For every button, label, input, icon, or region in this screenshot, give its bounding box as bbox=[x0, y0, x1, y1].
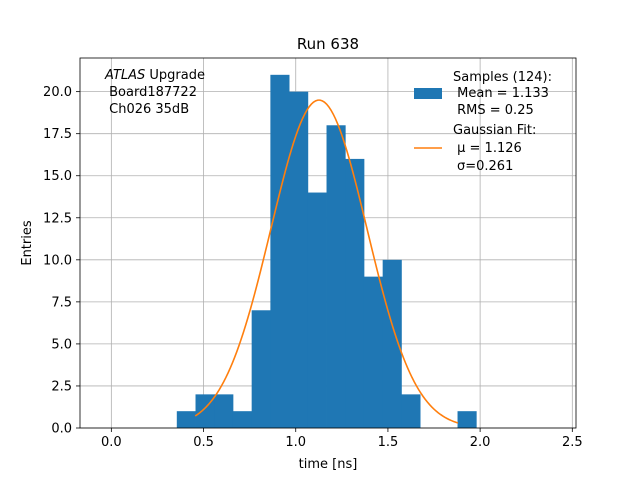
legend: Samples (124): Mean = 1.133 RMS = 0.25 G… bbox=[414, 70, 552, 174]
histogram-bar-11 bbox=[382, 259, 402, 428]
histogram-bar-7 bbox=[307, 192, 327, 428]
x-tick-label-1: 0.5 bbox=[193, 435, 214, 450]
legend-samples-label: Samples (124): bbox=[453, 70, 552, 85]
y-tick-label-5: 12.5 bbox=[43, 211, 72, 226]
x-tick-label-2: 1.0 bbox=[285, 435, 306, 450]
y-tick-label-8: 20.0 bbox=[43, 85, 72, 100]
atlas-annotation: ATLAS Upgrade Board187722 Ch026 35dB bbox=[104, 68, 205, 117]
y-tick-label-3: 7.5 bbox=[51, 295, 72, 310]
x-axis-ticks: 0.0 0.5 1.0 1.5 2.0 2.5 bbox=[101, 428, 583, 450]
annotation-line-2: Board187722 bbox=[105, 85, 197, 100]
plot-frame bbox=[79, 57, 577, 429]
y-tick-label-7: 17.5 bbox=[43, 127, 72, 142]
legend-fit-mu: μ = 1.126 bbox=[453, 141, 522, 156]
annotation-line-3: Ch026 35dB bbox=[105, 102, 189, 117]
x-tick-label-5: 2.5 bbox=[562, 435, 583, 450]
y-tick-label-1: 2.5 bbox=[51, 379, 72, 394]
histogram-bar-15 bbox=[457, 411, 477, 428]
histogram-bar-0 bbox=[176, 411, 196, 428]
y-tick-label-2: 5.0 bbox=[51, 337, 72, 352]
legend-fit-sigma: σ=0.261 bbox=[457, 159, 513, 174]
histogram-bar-4 bbox=[251, 310, 271, 428]
annotation-upgrade: Upgrade bbox=[145, 68, 205, 83]
legend-samples-swatch bbox=[414, 88, 442, 99]
y-tick-label-6: 15.0 bbox=[43, 169, 72, 184]
y-axis-ticks: 0.0 2.5 5.0 7.5 10.0 12.5 15.0 17.5 20.0 bbox=[43, 85, 80, 437]
histogram-bars bbox=[176, 74, 477, 429]
histogram-bar-5 bbox=[270, 74, 290, 429]
histogram-bar-6 bbox=[289, 91, 309, 429]
chart-title: Run 638 bbox=[297, 35, 359, 53]
x-axis-label: time [ns] bbox=[299, 457, 358, 472]
legend-samples-rms: RMS = 0.25 bbox=[453, 103, 534, 118]
histogram-bar-8 bbox=[326, 125, 346, 428]
x-tick-label-4: 2.0 bbox=[470, 435, 491, 450]
y-tick-label-0: 0.0 bbox=[51, 422, 72, 437]
annotation-atlas-italic: ATLAS bbox=[104, 68, 145, 83]
histogram-bar-3 bbox=[232, 411, 253, 428]
legend-samples-mean: Mean = 1.133 bbox=[453, 86, 549, 101]
histogram-bar-9 bbox=[345, 158, 365, 428]
histogram-bar-2 bbox=[214, 394, 234, 428]
x-tick-label-0: 0.0 bbox=[101, 435, 122, 450]
legend-fit-label: Gaussian Fit: bbox=[453, 123, 536, 138]
y-axis-label: Entries bbox=[20, 220, 35, 266]
x-tick-label-3: 1.5 bbox=[378, 435, 399, 450]
gaussian-fit-curve bbox=[194, 99, 459, 424]
annotation-line-1: ATLAS Upgrade bbox=[104, 68, 205, 83]
y-tick-label-4: 10.0 bbox=[43, 253, 72, 268]
histogram-bar-10 bbox=[363, 276, 384, 428]
histogram-bar-12 bbox=[401, 394, 421, 428]
gaussian-fit bbox=[194, 99, 459, 424]
